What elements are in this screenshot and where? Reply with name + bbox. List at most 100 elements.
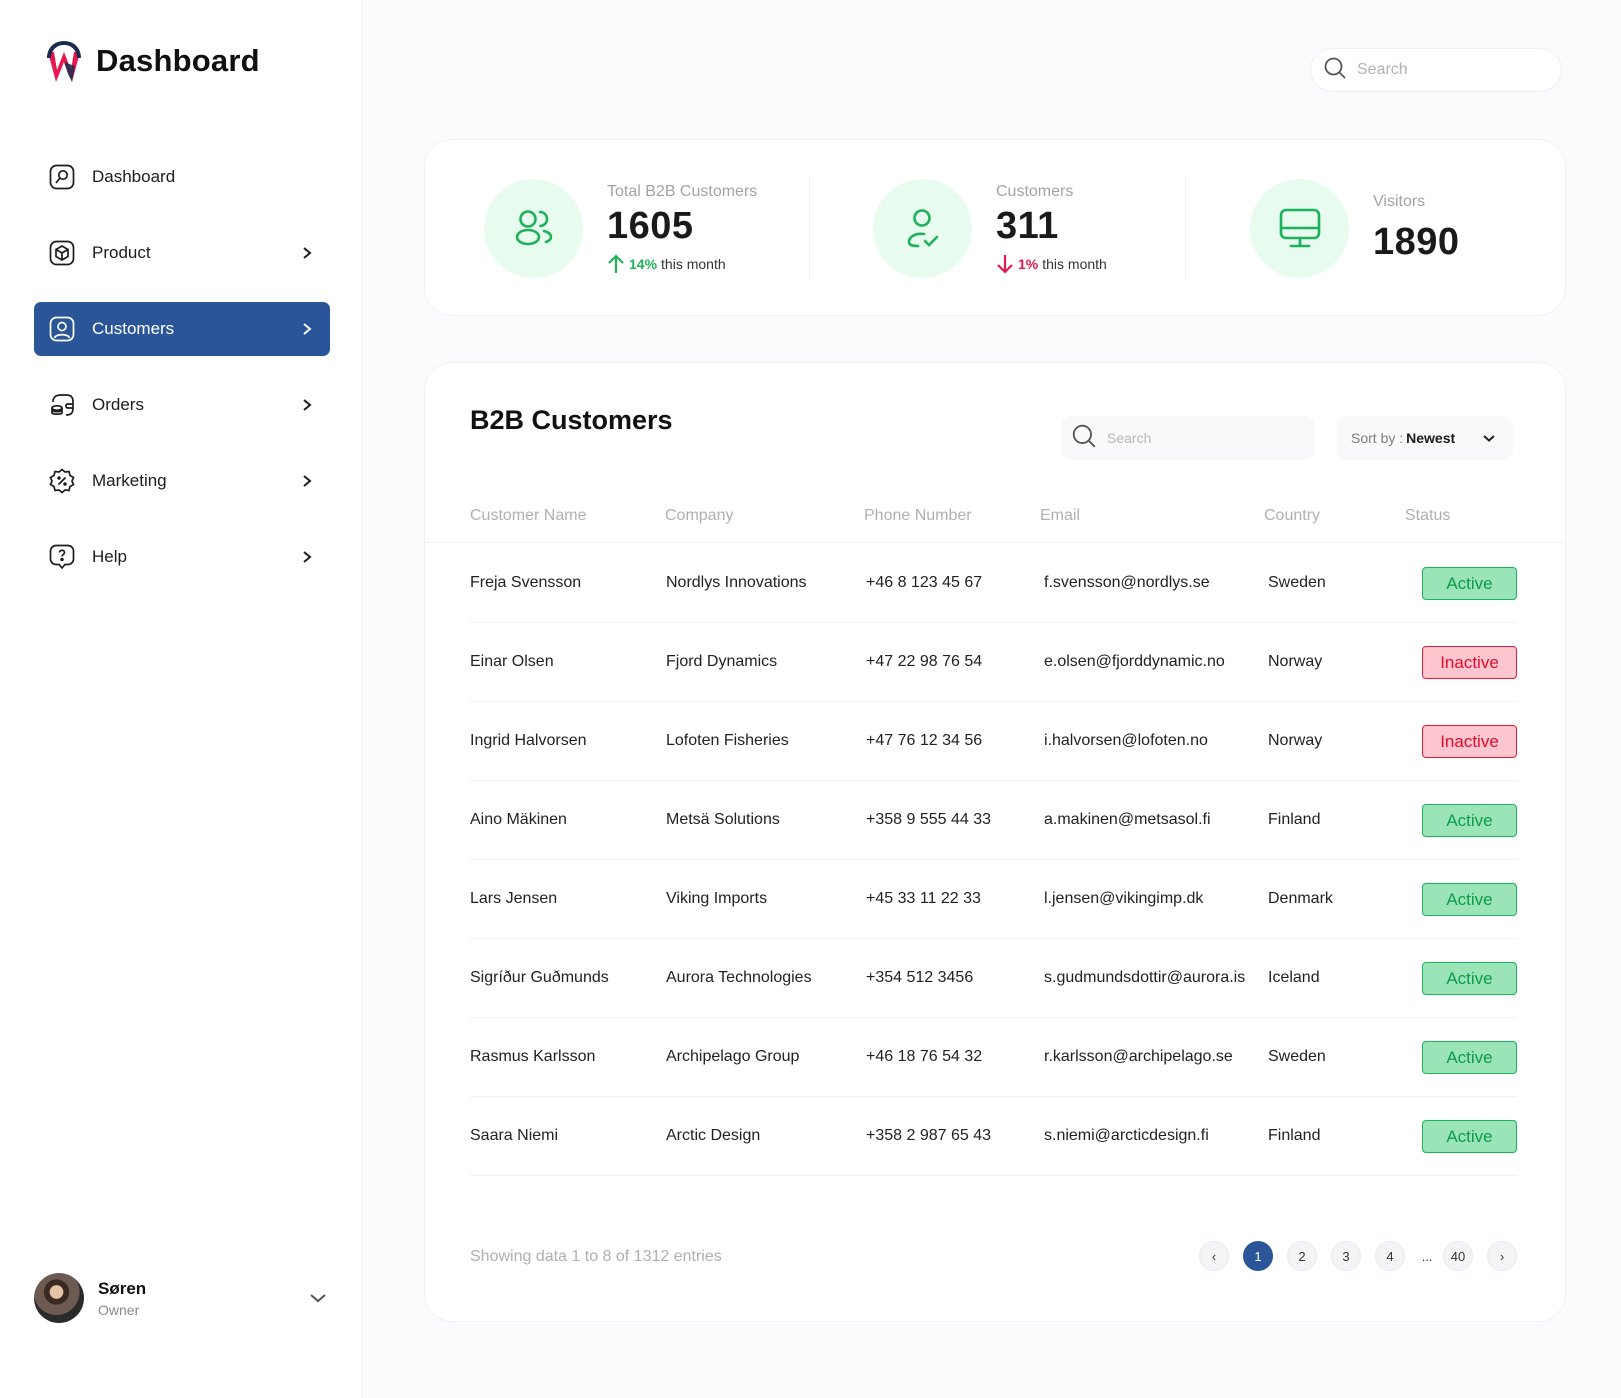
page-button[interactable]: 2 bbox=[1287, 1241, 1317, 1271]
cell-company: Aurora Technologies bbox=[666, 969, 812, 986]
sidebar-item-label: Orders bbox=[92, 395, 144, 414]
table-search bbox=[1061, 416, 1315, 460]
stat-trend-text: this month bbox=[1042, 255, 1107, 272]
cell-name: Sigríður Guðmunds bbox=[470, 969, 609, 986]
sidebar-item-label: Dashboard bbox=[92, 167, 176, 186]
user-check-icon bbox=[907, 209, 938, 248]
sidebar: Dashboard Dashboard Product bbox=[0, 0, 363, 1398]
table-row[interactable]: Rasmus Karlsson Archipelago Group +46 18… bbox=[470, 1018, 1517, 1097]
cell-country: Norway bbox=[1268, 653, 1323, 670]
table-row[interactable]: Saara Niemi Arctic Design +358 2 987 65 … bbox=[470, 1097, 1517, 1176]
chevron-down-icon[interactable] bbox=[306, 1286, 330, 1310]
status-badge: Inactive bbox=[1422, 646, 1517, 679]
stat-total-b2b: Total B2B Customers 1605 14% this month bbox=[484, 176, 757, 280]
column-header[interactable]: Phone Number bbox=[864, 507, 972, 524]
page-button[interactable]: 3 bbox=[1331, 1241, 1361, 1271]
cell-country: Finland bbox=[1268, 811, 1321, 828]
cell-phone: +47 22 98 76 54 bbox=[866, 653, 983, 670]
column-header[interactable]: Customer Name bbox=[470, 507, 587, 524]
sidebar-item-product[interactable]: Product bbox=[34, 226, 330, 280]
cube-icon bbox=[48, 239, 76, 267]
table-row[interactable]: Freja Svensson Nordlys Innovations +46 8… bbox=[470, 544, 1517, 623]
sort-dropdown[interactable]: Sort by : Newest bbox=[1337, 416, 1513, 460]
cell-email: f.svensson@nordlys.se bbox=[1044, 574, 1210, 591]
cell-phone: +46 8 123 45 67 bbox=[866, 574, 983, 591]
cell-company: Fjord Dynamics bbox=[666, 653, 778, 670]
sort-value: Newest bbox=[1406, 430, 1456, 446]
status-badge: Active bbox=[1422, 883, 1517, 916]
user-meta: Søren Owner bbox=[98, 1279, 306, 1318]
stat-trend-text: this month bbox=[661, 255, 726, 272]
chevron-down-icon bbox=[1479, 428, 1499, 448]
cell-email: s.gudmundsdottir@aurora.is bbox=[1044, 969, 1246, 986]
stat-trend: 1% this month bbox=[996, 254, 1107, 274]
cell-company: Lofoten Fisheries bbox=[666, 732, 789, 749]
table-row[interactable]: Sigríður Guðmunds Aurora Technologies +3… bbox=[470, 939, 1517, 1018]
cell-phone: +358 9 555 44 33 bbox=[866, 811, 992, 828]
stat-trend: 14% this month bbox=[607, 253, 757, 274]
cell-email: e.olsen@fjorddynamic.no bbox=[1044, 653, 1225, 670]
stat-text: Visitors 1890 bbox=[1373, 193, 1460, 264]
page-next-button[interactable]: › bbox=[1487, 1241, 1517, 1271]
dashboard-icon bbox=[48, 163, 76, 191]
column-header[interactable]: Email bbox=[1040, 507, 1081, 524]
stat-value: 1605 bbox=[607, 204, 694, 247]
sidebar-item-help[interactable]: Help bbox=[34, 530, 330, 584]
sidebar-nav: Dashboard Product bbox=[34, 150, 330, 606]
top-search bbox=[1310, 48, 1562, 92]
sidebar-item-customers[interactable]: Customers bbox=[34, 302, 330, 356]
table-row[interactable]: Lars Jensen Viking Imports +45 33 11 22 … bbox=[470, 860, 1517, 939]
brand-logo-icon bbox=[47, 41, 81, 82]
column-header[interactable]: Company bbox=[665, 507, 734, 524]
table-row[interactable]: Ingrid Halvorsen Lofoten Fisheries +47 7… bbox=[470, 702, 1517, 781]
discount-icon bbox=[48, 467, 76, 495]
arrow-up-icon bbox=[608, 253, 624, 273]
brand[interactable]: Dashboard bbox=[44, 38, 260, 84]
cell-email: i.halvorsen@lofoten.no bbox=[1044, 732, 1208, 749]
customers-table-card: B2B Customers Sort by : Newest Customer … bbox=[424, 362, 1567, 1322]
top-search-input[interactable] bbox=[1357, 61, 1537, 79]
page-prev-button[interactable]: ‹ bbox=[1199, 1241, 1229, 1271]
chevron-right-icon bbox=[298, 244, 316, 262]
sidebar-item-marketing[interactable]: Marketing bbox=[34, 454, 330, 508]
cell-phone: +354 512 3456 bbox=[866, 969, 974, 986]
cell-email: r.karlsson@archipelago.se bbox=[1044, 1048, 1233, 1065]
cell-email: l.jensen@vikingimp.dk bbox=[1044, 890, 1204, 907]
page-button[interactable]: 40 bbox=[1443, 1241, 1473, 1271]
cell-country: Sweden bbox=[1268, 1048, 1326, 1065]
stat-icon-circle bbox=[484, 178, 583, 278]
user-menu[interactable]: Søren Owner bbox=[34, 1272, 330, 1324]
cell-name: Ingrid Halvorsen bbox=[470, 732, 587, 749]
entries-info: Showing data 1 to 8 of 1312 entries bbox=[470, 1248, 722, 1265]
pagination: ‹ 1 2 3 4 ... 40 › bbox=[1199, 1241, 1531, 1271]
stats-card: Total B2B Customers 1605 14% this month … bbox=[424, 139, 1566, 316]
cell-phone: +47 76 12 34 56 bbox=[866, 732, 983, 749]
cell-name: Aino Mäkinen bbox=[470, 811, 567, 828]
table-row[interactable]: Einar Olsen Fjord Dynamics +47 22 98 76 … bbox=[470, 623, 1517, 702]
sidebar-item-dashboard[interactable]: Dashboard bbox=[34, 150, 330, 204]
stat-trend-value: 14% bbox=[629, 255, 658, 272]
user-name: Søren bbox=[98, 1278, 147, 1298]
column-header[interactable]: Status bbox=[1405, 507, 1451, 524]
table-title: B2B Customers bbox=[470, 405, 673, 435]
sidebar-item-orders[interactable]: Orders bbox=[34, 378, 330, 432]
page-button[interactable]: 4 bbox=[1375, 1241, 1405, 1271]
table-search-input[interactable] bbox=[1107, 430, 1287, 446]
sidebar-item-label: Customers bbox=[92, 319, 175, 338]
table-row[interactable]: Aino Mäkinen Metsä Solutions +358 9 555 … bbox=[470, 781, 1517, 860]
cell-country: Norway bbox=[1268, 732, 1323, 749]
page-button[interactable]: 1 bbox=[1243, 1241, 1273, 1271]
status-badge: Active bbox=[1422, 962, 1517, 995]
stat-value: 1890 bbox=[1373, 220, 1460, 263]
status-badge: Active bbox=[1422, 804, 1517, 837]
chevron-right-icon bbox=[298, 396, 316, 414]
status-badge: Active bbox=[1422, 1120, 1517, 1153]
help-icon bbox=[48, 543, 76, 571]
stat-trend-value: 1% bbox=[1018, 255, 1039, 272]
users-icon bbox=[515, 210, 552, 246]
chevron-right-icon bbox=[298, 472, 316, 490]
column-header[interactable]: Country bbox=[1264, 507, 1321, 524]
cell-company: Viking Imports bbox=[666, 890, 768, 907]
stat-divider bbox=[1185, 176, 1186, 280]
status-badge: Inactive bbox=[1422, 725, 1517, 758]
